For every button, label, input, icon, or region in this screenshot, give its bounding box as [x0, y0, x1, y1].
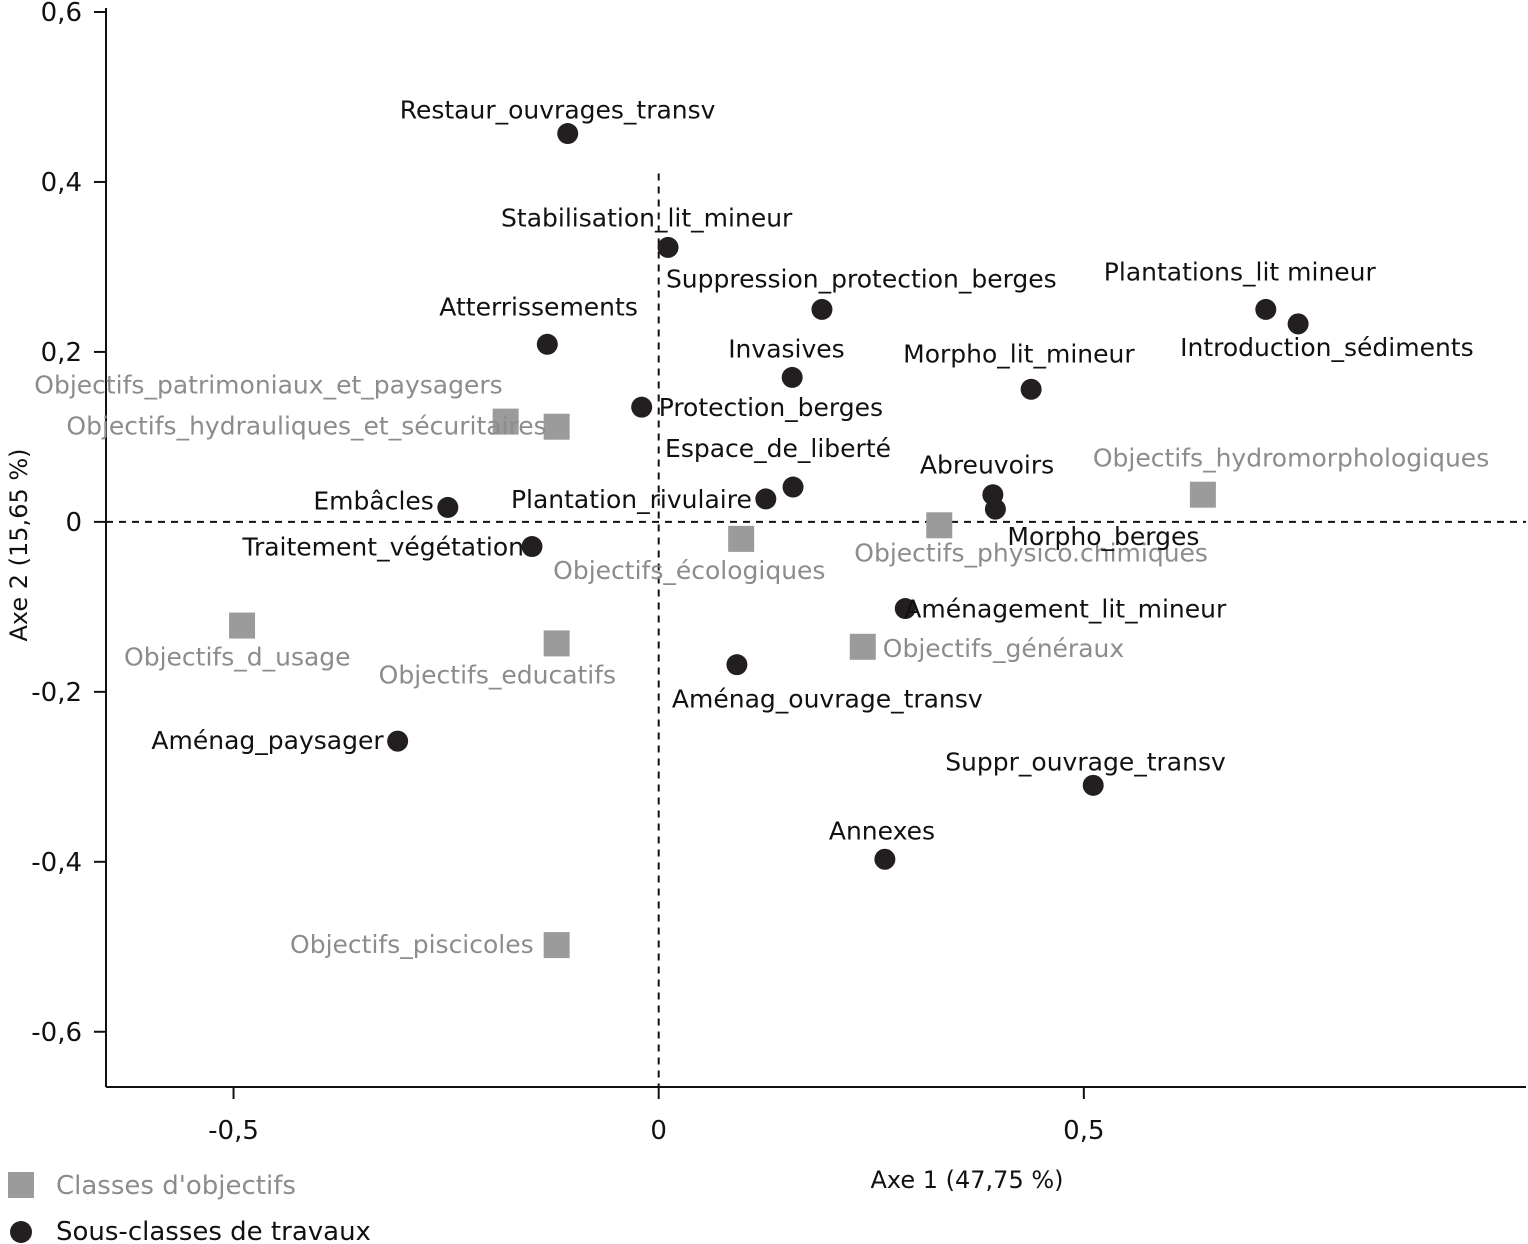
- data-points: [229, 123, 1309, 959]
- travaux-marker: [726, 654, 748, 676]
- legend-label-travaux: Sous-classes de travaux: [56, 1217, 371, 1244]
- objectif-label: Objectifs_hydromorphologiques: [1093, 444, 1489, 473]
- reference-lines: [106, 173, 1526, 1087]
- travaux-marker: [984, 498, 1006, 520]
- y-tick-label: -0,4: [31, 848, 82, 878]
- travaux-label: Abreuvoirs: [920, 451, 1054, 480]
- travaux-marker: [557, 123, 579, 145]
- travaux-marker: [811, 298, 833, 320]
- travaux-marker: [874, 848, 896, 870]
- travaux-label: Suppression_protection_berges: [666, 264, 1057, 293]
- travaux-marker: [1255, 298, 1277, 320]
- legend: Classes d'objectifs Sous-classes de trav…: [8, 1171, 371, 1244]
- y-tick-label: 0,6: [41, 0, 82, 28]
- objectif-label: Objectifs_patrimoniaux_et_paysagers: [34, 371, 502, 400]
- travaux-label: Aménag_paysager: [151, 726, 384, 755]
- travaux-label: Plantation_rivulaire: [511, 485, 752, 514]
- objectif-label: Objectifs_piscicoles: [290, 930, 534, 959]
- objectif-marker: [543, 630, 570, 657]
- y-tick-label: -0,6: [31, 1018, 82, 1048]
- y-tick-label: 0,2: [41, 338, 82, 368]
- travaux-label: Stabilisation_lit_mineur: [501, 203, 793, 232]
- objectif-marker: [543, 932, 570, 959]
- travaux-label: Suppr_ouvrage_transv: [945, 747, 1226, 776]
- travaux-marker: [755, 488, 777, 510]
- travaux-label: Protection_berges: [659, 393, 883, 422]
- objectif-label: Objectifs_écologiques: [553, 556, 825, 585]
- travaux-marker: [536, 333, 558, 355]
- x-tick-label: 0: [650, 1116, 667, 1146]
- y-tick-label: 0,4: [41, 168, 82, 198]
- legend-square-marker: [8, 1172, 34, 1198]
- objectif-marker: [728, 525, 755, 552]
- travaux-label: Morpho_berges: [1007, 522, 1199, 551]
- objectif-label: Objectifs_hydrauliques_et_sécuritaires: [66, 412, 546, 441]
- legend-circle-marker: [10, 1221, 32, 1243]
- travaux-marker: [1287, 313, 1309, 335]
- point-labels: Objectifs_patrimoniaux_et_paysagers Objec…: [34, 96, 1489, 960]
- travaux-label: Plantations_lit mineur: [1104, 257, 1377, 286]
- travaux-label: Introduction_sédiments: [1180, 333, 1474, 362]
- objectif-marker: [543, 413, 570, 440]
- legend-label-objectifs: Classes d'objectifs: [56, 1171, 296, 1201]
- travaux-marker: [521, 536, 543, 558]
- y-axis-title: Axe 2 (15,65 %): [5, 448, 33, 641]
- objectif-marker: [849, 633, 876, 660]
- travaux-label: Traitement_végétation: [241, 533, 524, 562]
- objectif-label: Objectifs_d_usage: [124, 643, 351, 672]
- y-tick-label: 0: [65, 508, 82, 538]
- travaux-label: Annexes: [829, 816, 935, 845]
- x-tick-label: 0,5: [1063, 1116, 1104, 1146]
- travaux-marker: [1020, 378, 1042, 400]
- x-tick-label: -0,5: [208, 1116, 259, 1146]
- objectif-marker: [1189, 481, 1216, 508]
- travaux-marker: [1082, 774, 1104, 796]
- travaux-marker: [782, 476, 804, 498]
- y-tick-label: -0,2: [31, 678, 82, 708]
- travaux-label: Invasives: [728, 334, 845, 363]
- travaux-marker: [894, 598, 916, 620]
- objectif-label: Objectifs_généraux: [883, 634, 1124, 663]
- objectif-marker: [229, 612, 256, 639]
- travaux-marker: [631, 396, 653, 418]
- travaux-marker: [437, 496, 459, 518]
- x-axis-title: Axe 1 (47,75 %): [870, 1166, 1063, 1194]
- travaux-label: Espace_de_liberté: [665, 434, 891, 463]
- objectif-label: Objectifs_physico.chimiques: [854, 538, 1208, 567]
- travaux-marker: [781, 366, 803, 388]
- objectif-label: Objectifs_educatifs: [379, 660, 616, 689]
- axes: 0,6 0,4 0,2 0 -0,2 -0,4 -0,6 -0,5 0 0,5: [31, 0, 1526, 1146]
- travaux-label: Aménagement_lit_mineur: [904, 595, 1227, 624]
- travaux-label: Atterrissements: [439, 292, 638, 321]
- travaux-label: Restaur_ouvrages_transv: [400, 96, 716, 125]
- travaux-marker: [657, 236, 679, 258]
- travaux-label: Embâcles: [313, 486, 433, 515]
- objectif-marker: [492, 408, 519, 435]
- travaux-label: Aménag_ouvrage_transv: [672, 685, 983, 714]
- objectif-marker: [926, 512, 953, 539]
- travaux-label: Morpho_lit_mineur: [903, 339, 1135, 368]
- travaux-marker: [387, 730, 409, 752]
